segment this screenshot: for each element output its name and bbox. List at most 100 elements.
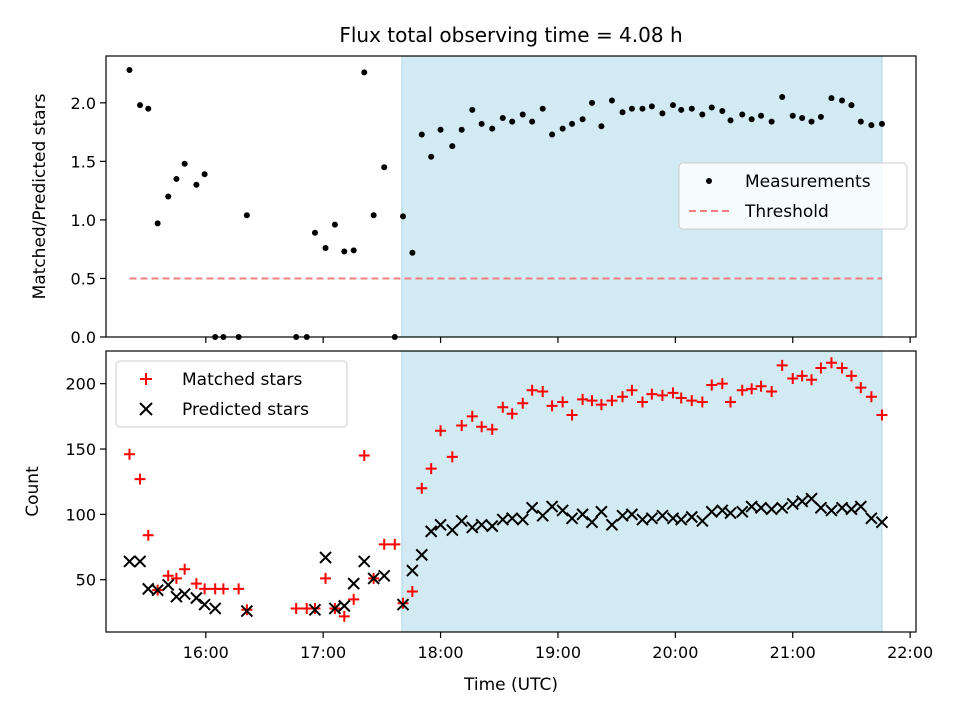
- matched-point: [190, 578, 202, 590]
- x-tick-label: 19:00: [535, 643, 581, 662]
- predicted-point: [123, 555, 136, 568]
- matched-point: [476, 421, 488, 433]
- matched-point: [537, 386, 549, 398]
- legend-label: Threshold: [744, 202, 829, 222]
- top-frame: [105, 55, 917, 338]
- measurement-point: [449, 143, 456, 150]
- matched-point: [606, 395, 618, 407]
- measurement-point: [598, 123, 605, 130]
- predicted-point: [605, 518, 619, 532]
- matched-point: [338, 610, 350, 622]
- predicted-point: [396, 598, 410, 611]
- predicted-point: [625, 508, 639, 521]
- y-tick-label: 100: [65, 505, 96, 524]
- measurement-point: [608, 97, 615, 104]
- matched-point: [675, 392, 687, 404]
- measurement-point: [539, 105, 546, 112]
- bottom-series-plus: [123, 357, 888, 622]
- predicted-point: [865, 512, 878, 525]
- measurement-point: [639, 105, 646, 112]
- matched-point: [796, 370, 808, 382]
- matched-point: [706, 379, 718, 391]
- bottom-legend: Matched stars Predicted stars: [115, 360, 348, 428]
- predicted-point: [795, 495, 809, 508]
- matched-point: [466, 410, 478, 422]
- matched-point: [446, 451, 458, 463]
- measurement-point: [311, 229, 318, 236]
- matched-point: [755, 380, 767, 392]
- matched-point: [170, 572, 182, 584]
- legend-label: Predicted stars: [182, 400, 309, 420]
- measurement-point: [708, 104, 715, 111]
- matched-point: [497, 401, 509, 413]
- measurement-point: [868, 122, 875, 129]
- top-panel-ratio: 0.0 0.5 1.0 1.5 2.0 Matched/Predicted stars Me…: [30, 55, 917, 347]
- matched-point: [435, 425, 447, 437]
- predicted-point: [754, 501, 768, 515]
- predicted-point: [170, 590, 183, 603]
- legend-box: [115, 360, 348, 428]
- y-tick-label: 0.0: [71, 328, 96, 347]
- predicted-point: [854, 500, 868, 513]
- predicted-point: [814, 501, 828, 515]
- predicted-point: [736, 505, 749, 518]
- bottom-panel-counts: 50 100 150 200 16:00 17:00 18:00 19:00 20:00 21:0…: [23, 350, 933, 695]
- measurement-point: [437, 126, 444, 133]
- matched-point: [876, 409, 888, 421]
- measurement-point: [648, 103, 655, 110]
- matched-point: [348, 593, 360, 605]
- measurement-point: [409, 249, 416, 256]
- matched-point: [696, 396, 708, 408]
- predicted-point: [424, 525, 438, 538]
- matched-point: [526, 384, 538, 396]
- matched-point: [557, 396, 569, 408]
- predicted-point: [415, 548, 428, 562]
- measurement-point: [381, 164, 388, 171]
- measurement-point: [628, 105, 635, 112]
- matched-point: [686, 395, 698, 407]
- predicted-point: [585, 516, 599, 529]
- predicted-point: [162, 578, 175, 592]
- predicted-point: [765, 502, 778, 516]
- matched-point: [716, 378, 728, 390]
- x-tick-label: 21:00: [770, 643, 816, 662]
- measurement-point: [181, 160, 188, 167]
- predicted-point: [685, 510, 698, 524]
- measurement-point: [727, 117, 734, 124]
- measurement-point: [499, 115, 506, 122]
- predicted-point: [190, 591, 203, 605]
- measurement-point: [322, 245, 329, 252]
- measurement-point: [137, 102, 144, 109]
- matched-point: [566, 409, 578, 421]
- predicted-point: [466, 521, 479, 534]
- predicted-point: [308, 603, 322, 616]
- measurement-point: [579, 116, 586, 123]
- predicted-point: [434, 518, 447, 532]
- bottom-frame: [105, 350, 917, 633]
- legend-label: Matched stars: [182, 370, 302, 390]
- predicted-point: [378, 569, 391, 583]
- matched-point: [378, 538, 390, 550]
- measurement-point: [193, 181, 200, 188]
- measurement-point: [739, 111, 746, 118]
- predicted-point: [805, 492, 818, 505]
- top-legend: Measurements Threshold: [678, 162, 908, 230]
- measurement-point: [519, 111, 526, 118]
- measurement-point: [165, 193, 172, 200]
- legend-measurement-swatch: [706, 178, 712, 184]
- measurement-point: [569, 120, 576, 127]
- predicted-point: [705, 505, 718, 518]
- predicted-point: [240, 604, 254, 618]
- x-axis-label: Time (UTC): [463, 675, 558, 695]
- measurement-point: [418, 131, 425, 138]
- measurement-point: [529, 118, 536, 125]
- predicted-point: [505, 512, 519, 525]
- matched-point: [142, 529, 154, 541]
- predicted-point: [455, 514, 468, 528]
- matched-point: [836, 362, 848, 374]
- bottom-observing-window: [401, 350, 883, 633]
- matched-point: [865, 391, 877, 403]
- predicted-point: [656, 509, 669, 522]
- measurement-point: [341, 248, 348, 255]
- matched-point: [406, 585, 418, 597]
